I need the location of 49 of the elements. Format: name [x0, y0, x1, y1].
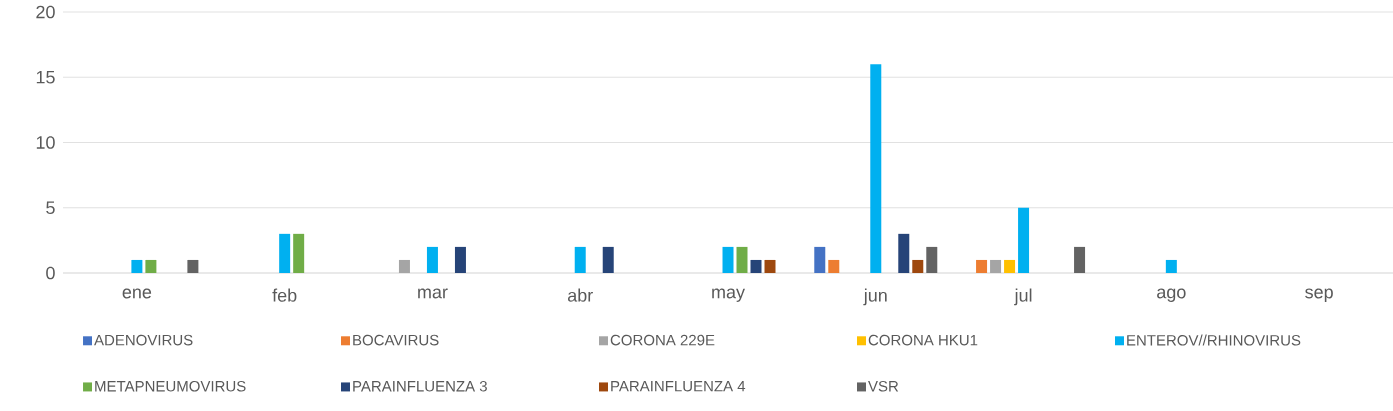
- bar: [574, 246, 586, 273]
- bar: [1004, 259, 1016, 273]
- x-tick-label: feb: [272, 288, 297, 302]
- bar: [912, 259, 924, 273]
- legend-label: CORONA 229E: [610, 334, 715, 346]
- bar: [1165, 259, 1177, 273]
- bar: [828, 259, 840, 273]
- bar: [1074, 246, 1086, 273]
- legend-label: METAPNEUMOVIRUS: [95, 380, 246, 392]
- bar: [145, 259, 157, 273]
- bar: [750, 259, 762, 273]
- bar: [736, 246, 748, 273]
- bar: [187, 259, 199, 273]
- y-tick-label: 10: [36, 136, 55, 149]
- bar: [293, 233, 305, 273]
- y-tick-label: 20: [36, 5, 55, 19]
- x-tick-label: jun: [863, 288, 887, 306]
- x-tick-label: may: [712, 288, 745, 302]
- x-tick-label: jul: [1014, 288, 1032, 306]
- bar: [131, 259, 143, 273]
- bar: [870, 64, 882, 273]
- bar: [898, 233, 910, 273]
- x-tick-label: abr: [567, 288, 593, 302]
- bar: [990, 259, 1002, 273]
- legend-label: ENTEROV//RHINOVIRUS: [1127, 334, 1301, 346]
- legend-label: BOCAVIRUS: [353, 334, 439, 346]
- x-tick-label: ene: [122, 288, 152, 299]
- x-tick-label: sep: [1305, 288, 1333, 302]
- bar: [426, 246, 438, 273]
- y-tick-label: 15: [36, 70, 55, 84]
- x-tick-label: ago: [1157, 288, 1186, 302]
- bar: [814, 246, 826, 273]
- bar: [454, 246, 466, 273]
- bar: [279, 233, 291, 273]
- x-tick-label: mar: [418, 288, 448, 299]
- bar: [926, 246, 938, 273]
- legend-label: PARAINFLUENZA 3: [353, 380, 487, 392]
- y-tick-label: 5: [46, 201, 55, 215]
- legend-label: CORONA HKU1: [868, 334, 978, 346]
- bar: [602, 246, 614, 273]
- bar: [764, 259, 776, 273]
- legend-label: VSR: [868, 380, 899, 392]
- bar: [1018, 207, 1030, 273]
- legend-label: PARAINFLUENZA 4: [611, 381, 746, 392]
- bar: [398, 259, 410, 273]
- bar: [722, 246, 734, 273]
- y-tick-label: 0: [46, 266, 55, 280]
- legend-label: ADENOVIRUS: [94, 334, 193, 346]
- bar: [976, 259, 988, 273]
